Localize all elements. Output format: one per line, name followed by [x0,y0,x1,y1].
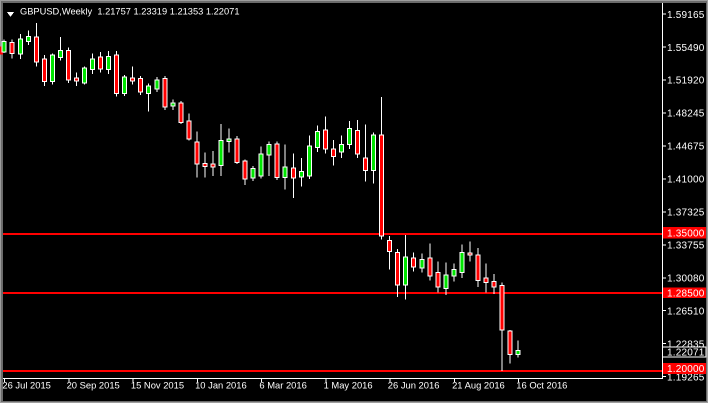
svg-text:1.37325: 1.37325 [667,208,705,219]
svg-text:16 Oct 2016: 16 Oct 2016 [516,380,567,391]
svg-text:6 Mar 2016: 6 Mar 2016 [259,380,306,391]
svg-text:21 Aug 2016: 21 Aug 2016 [452,380,505,391]
svg-text:1.48245: 1.48245 [667,109,705,120]
svg-text:1.59165: 1.59165 [667,10,705,21]
svg-text:15 Nov 2015: 15 Nov 2015 [131,380,184,391]
svg-text:26 Jun 2016: 26 Jun 2016 [388,380,440,391]
svg-text:1.33755: 1.33755 [667,241,705,252]
svg-text:1.20000: 1.20000 [667,364,705,375]
svg-text:1.41000: 1.41000 [667,175,705,186]
svg-text:20 Sep 2015: 20 Sep 2015 [67,380,120,391]
svg-text:1.55490: 1.55490 [667,43,705,54]
svg-text:1.35000: 1.35000 [667,228,705,239]
svg-text:1.22071: 1.22071 [667,348,705,359]
svg-text:10 Jan 2016: 10 Jan 2016 [195,380,247,391]
svg-text:1.26510: 1.26510 [667,306,705,317]
svg-text:1.28500: 1.28500 [667,289,705,300]
svg-text:GBPUSD,Weekly 1.21757 1.23319: GBPUSD,Weekly 1.21757 1.23319 1.21353 1.… [20,7,240,17]
svg-text:1.22835: 1.22835 [667,339,705,350]
svg-text:1.44675: 1.44675 [667,142,705,153]
svg-text:1.19265: 1.19265 [667,372,705,383]
svg-text:1.30080: 1.30080 [667,273,705,284]
svg-text:1 May 2016: 1 May 2016 [324,380,373,391]
svg-text:26 Jul 2015: 26 Jul 2015 [2,380,50,391]
svg-text:1.51920: 1.51920 [667,76,705,87]
